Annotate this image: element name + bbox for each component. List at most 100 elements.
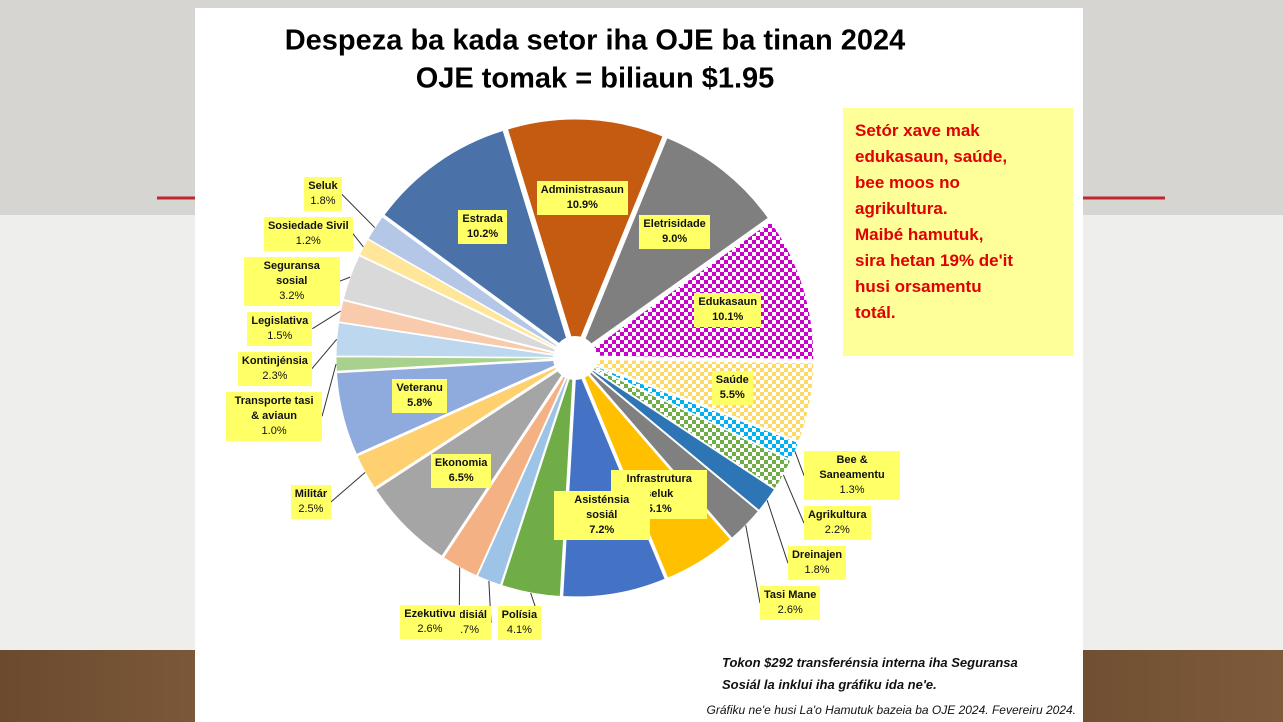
slice-value: 1.3% <box>839 484 865 497</box>
data-label: Polísia 4.1% <box>497 606 542 640</box>
data-label: Seguransa sosial 3.2% <box>243 256 340 306</box>
pie-slice <box>580 360 792 490</box>
slice-value: 1.8% <box>310 194 336 207</box>
data-label: Asisténsia sosiál 7.2% <box>553 491 650 541</box>
pie-hole <box>553 336 597 380</box>
slice-name: Saúde <box>715 373 749 386</box>
annotation-line: bee moos no <box>855 173 960 192</box>
slice-name: Eletrisidade <box>643 218 706 231</box>
leader-line <box>339 276 351 282</box>
slice-name: Infrastrutura seluk <box>626 472 692 500</box>
pie-slice <box>338 299 569 358</box>
slice-name: Kontinjénsia <box>241 354 308 367</box>
slice-value: 2.2% <box>824 524 850 537</box>
slice-name: Sosiedade Sivil <box>267 219 349 232</box>
pie-slice <box>581 358 815 442</box>
pie-slice <box>580 361 776 512</box>
slice-name: Asisténsia sosiál <box>574 494 630 522</box>
leader-line <box>352 233 364 248</box>
slice-value: 5.1% <box>646 502 672 515</box>
slice-name: Militár <box>294 488 328 501</box>
annotation-line: totál. <box>855 303 896 322</box>
annotation-line: agrikultura. <box>855 199 948 218</box>
slice-name: Ezekutivu <box>404 607 456 620</box>
data-label: Kontinjénsia 2.3% <box>237 351 312 386</box>
annotation-box: Setór xave mak edukasaun, saúde, bee moos … <box>843 108 1073 356</box>
slice-value: 7.2% <box>589 524 615 537</box>
data-label: Legislativa 1.5% <box>247 311 313 346</box>
slice-name: Agrikultura <box>807 509 867 522</box>
annotation-line: sira hetan 19% de'it <box>855 251 1014 270</box>
data-label: Veteranu 5.8% <box>392 378 447 413</box>
annotation-line: Setór xave mak <box>855 121 980 140</box>
slice-value: 10.9% <box>566 199 598 212</box>
chart-title: Despeza ba kada setor iha OJE ba tinan 2… <box>285 25 906 57</box>
slice-value: 5.5% <box>719 388 745 401</box>
data-label: Bee & Saneamentu 1.3% <box>804 451 901 501</box>
data-label: Transporte tasi & aviaun 1.0% <box>226 391 323 441</box>
pie-slice <box>335 322 569 358</box>
leader-line <box>745 525 761 604</box>
slice-name: Seluk <box>308 179 338 192</box>
annotation-line: edukasaun, saúde, <box>855 147 1008 166</box>
pie-slice <box>367 216 570 355</box>
data-label: Tasi Mane 2.6% <box>760 586 821 621</box>
leader-line <box>766 499 789 564</box>
annotation-line: Maibé hamutuk, <box>855 225 984 244</box>
data-label: Dreinajen 1.8% <box>787 546 847 581</box>
slice-value: 2.6% <box>417 622 443 635</box>
pie-slice <box>342 254 569 357</box>
pie-slice <box>358 238 570 356</box>
slice-name: Ekonomia <box>434 456 488 469</box>
chart-subtitle: OJE tomak = biliaun $1.95 <box>416 63 775 95</box>
source: Gráfiku ne'e husi La'o Hamutuk bazeia ba… <box>706 703 1076 717</box>
slice-value: 4.1% <box>506 624 532 636</box>
leader-line <box>312 310 341 330</box>
slice-name: Dreinajen <box>791 549 843 562</box>
slice-value: 1.8% <box>804 564 830 577</box>
slice-value: 2.5% <box>298 503 324 516</box>
pie-slice <box>476 364 573 586</box>
slice-name: Estrada <box>462 213 503 226</box>
data-label: Seluk 1.8% <box>304 176 342 211</box>
slice-name: Edukasaun <box>698 296 758 309</box>
data-label: Militár 2.5% <box>290 485 332 520</box>
pie-slice <box>506 118 664 353</box>
data-label: Estrada 10.2% <box>458 210 507 245</box>
slice-name: Administrasaun <box>540 184 624 197</box>
leader-line <box>311 338 338 370</box>
slice-name: Legislativa <box>251 314 309 327</box>
leader-line <box>330 472 366 503</box>
slice-name: Tasi Mane <box>764 589 817 602</box>
data-label: Edukasaun 10.1% <box>694 293 762 328</box>
slice-value: 2.3% <box>262 369 288 382</box>
leader-line <box>340 193 376 228</box>
leader-line <box>794 451 805 476</box>
footnote-line: Sosiál la inklui iha gráfiku ida ne'e. <box>722 677 937 692</box>
slice-value: 1.5% <box>267 329 293 342</box>
slice-value: 1.2% <box>295 234 321 247</box>
data-label: Saúde 5.5% <box>711 370 753 405</box>
slice-name: Veteranu <box>396 381 443 394</box>
slice-name: Transporte tasi & aviaun <box>234 394 314 422</box>
slice-value: 2.6% <box>777 604 803 617</box>
slice-value: 1.7% <box>453 624 480 636</box>
data-label: Eletrisidade 9.0% <box>639 215 710 250</box>
slice-value: 10.1% <box>712 311 744 324</box>
slice-value: 3.2% <box>279 289 305 302</box>
slice-value: 9.0% <box>662 233 688 246</box>
data-label: Agrikultura 2.2% <box>803 506 871 541</box>
slice-name: Seguransa sosial <box>263 259 320 287</box>
leader-line <box>782 474 805 524</box>
annotation-line: husi orsamentu <box>855 277 982 296</box>
data-label: Ezekutivu 2.6% <box>400 604 460 639</box>
footnote-line: Tokon $292 transferénsia interna iha Seg… <box>722 655 1018 670</box>
data-label: Administrasaun 10.9% <box>536 181 628 216</box>
slice-value: 6.5% <box>448 471 474 484</box>
slice-value: 10.2% <box>466 228 499 241</box>
slice-value: 1.0% <box>261 424 287 437</box>
leader-line <box>321 363 337 417</box>
footnote: Tokon $292 transferénsia interna iha Seg… <box>722 652 1018 696</box>
